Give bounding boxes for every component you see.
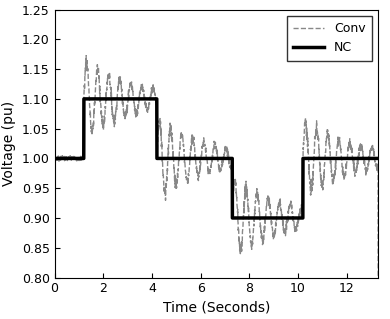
Conv xyxy=(367,160,371,164)
Line: NC: NC xyxy=(55,99,378,218)
NC xyxy=(376,157,381,160)
NC xyxy=(367,157,371,160)
Legend: Conv, NC: Conv, NC xyxy=(287,16,372,61)
NC xyxy=(210,157,215,160)
NC xyxy=(52,157,57,160)
Conv xyxy=(307,181,312,185)
NC xyxy=(367,157,372,160)
Conv xyxy=(367,160,371,163)
X-axis label: Time (Seconds): Time (Seconds) xyxy=(163,301,270,315)
NC xyxy=(69,157,73,160)
Conv xyxy=(84,54,89,57)
NC xyxy=(307,157,312,160)
Conv xyxy=(52,154,57,158)
NC xyxy=(82,97,86,101)
Line: Conv: Conv xyxy=(55,56,378,319)
Y-axis label: Voltage (pu): Voltage (pu) xyxy=(2,101,16,186)
Conv xyxy=(69,156,73,160)
Conv xyxy=(210,159,215,163)
NC xyxy=(201,157,206,160)
NC xyxy=(230,216,235,220)
Conv xyxy=(201,138,206,142)
